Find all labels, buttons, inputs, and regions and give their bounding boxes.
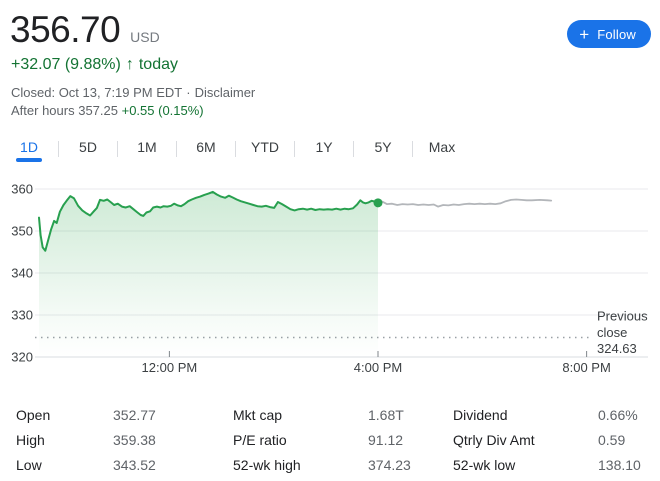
stat-value-open: 352.77	[113, 406, 156, 423]
closed-text: Closed: Oct 13, 7:19 PM EDT	[11, 85, 183, 100]
stat-label-high: High	[16, 431, 45, 448]
previous-close-label: Previous	[597, 309, 648, 324]
tab-separator	[117, 141, 118, 157]
stat-value-high: 359.38	[113, 431, 156, 448]
plus-icon: +	[579, 24, 590, 44]
tab-1y[interactable]: 1Y	[315, 139, 333, 155]
x-axis-label: 4:00 PM	[354, 360, 402, 375]
tab-5d[interactable]: 5D	[79, 139, 97, 155]
tab-separator	[294, 141, 295, 157]
close-marker-dot	[373, 198, 383, 208]
stat-value-qtrly-div: 0.59	[598, 431, 626, 448]
tab-separator	[353, 141, 354, 157]
stock-price: 356.70	[10, 9, 121, 50]
follow-button-label: Follow	[597, 26, 636, 42]
stat-label-52wk-high: 52-wk high	[233, 456, 301, 473]
stat-label-52wk-low: 52-wk low	[453, 456, 516, 473]
tab-separator	[412, 141, 413, 157]
change-suffix: today	[138, 56, 178, 73]
stat-label-dividend: Dividend	[453, 406, 508, 423]
tab-1d[interactable]: 1D	[0, 136, 58, 162]
stat-label-low: Low	[16, 456, 42, 473]
tab-separator	[235, 141, 236, 157]
regular-session-line	[38, 190, 379, 252]
after-hours-line	[377, 198, 553, 208]
stat-value-low: 343.52	[113, 456, 156, 473]
tab-6m[interactable]: 6M	[196, 139, 216, 155]
tab-1m[interactable]: 1M	[137, 139, 157, 155]
x-axis-label: 8:00 PM	[562, 360, 610, 375]
disclaimer-link[interactable]: Disclaimer	[194, 85, 256, 100]
stat-value-52wk-low: 138.10	[598, 456, 641, 473]
y-axis-label: 340	[11, 266, 33, 281]
after-hours-label: After hours	[11, 103, 75, 118]
y-axis-label: 350	[11, 224, 33, 239]
dot-separator: ·	[186, 85, 191, 100]
tab-ytd[interactable]: YTD	[251, 139, 279, 155]
stat-value-mkt-cap: 1.68T	[368, 406, 404, 423]
tab-separator	[58, 141, 59, 157]
y-axis-label: 360	[11, 182, 33, 197]
price-change: +32.07 (9.88%) ↑ today	[11, 56, 178, 74]
market-status: Closed: Oct 13, 7:19 PM EDT · Disclaimer	[11, 85, 255, 100]
previous-close-label: close	[597, 325, 627, 340]
after-hours-change: +0.55 (0.15%)	[121, 103, 204, 118]
y-axis-label: 330	[11, 308, 33, 323]
active-tab-indicator	[16, 158, 42, 162]
after-hours-row: After hours 357.25 +0.55 (0.15%)	[11, 103, 204, 118]
stat-label-mkt-cap: Mkt cap	[233, 406, 283, 423]
up-arrow-icon: ↑	[125, 56, 134, 73]
stat-value-dividend: 0.66%	[598, 406, 638, 423]
stats-table: Open 352.77 Mkt cap 1.68T Dividend 0.66%…	[0, 402, 660, 477]
change-amount: +32.07 (9.88%)	[11, 56, 121, 73]
stat-value-pe-ratio: 91.12	[368, 431, 404, 448]
regular-session-area	[39, 191, 378, 357]
follow-button[interactable]: + Follow	[567, 20, 651, 48]
range-tabs: 1D 5D 1M 6M YTD 1Y 5Y Max	[0, 136, 471, 162]
currency-label: USD	[130, 29, 160, 45]
tab-separator	[176, 141, 177, 157]
previous-close-label: 324.63	[597, 341, 637, 356]
after-hours-price: 357.25	[78, 103, 118, 118]
stat-label-qtrly-div: Qtrly Div Amt	[453, 431, 535, 448]
x-axis-label: 12:00 PM	[142, 360, 198, 375]
y-axis-label: 320	[11, 350, 33, 365]
price-row: 356.70 USD	[10, 8, 160, 52]
tab-max[interactable]: Max	[428, 139, 456, 155]
stat-label-pe-ratio: P/E ratio	[233, 431, 287, 448]
tab-5y[interactable]: 5Y	[374, 139, 392, 155]
stat-label-open: Open	[16, 406, 51, 423]
stat-value-52wk-high: 374.23	[368, 456, 411, 473]
